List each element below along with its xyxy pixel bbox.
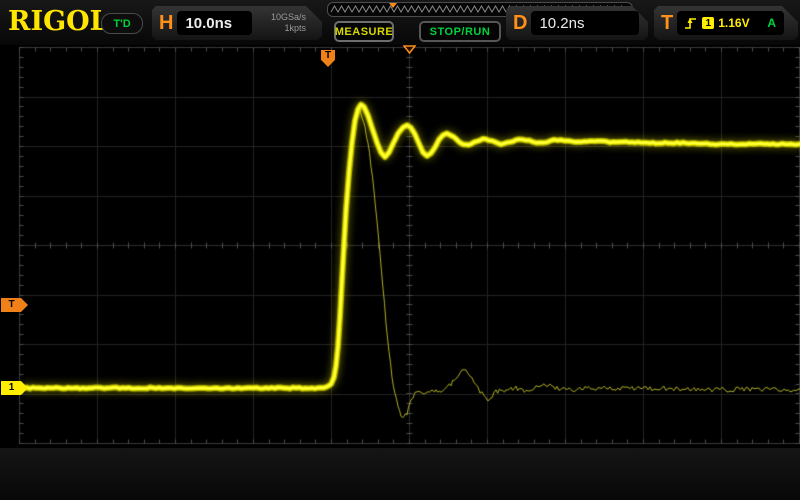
rigol-logo: RIGOL [8, 6, 109, 37]
bottom-bar: 1 679mV -1.93V 2 100mV 0.00V 3 [0, 448, 800, 500]
timebase-value[interactable]: 10.0ns [177, 11, 252, 35]
rising-edge-icon [683, 15, 698, 31]
trigger-level-value: 1.16V [718, 16, 750, 30]
ribbon-position-marker[interactable] [389, 3, 397, 8]
t-label: T [661, 11, 674, 34]
trigger-sweep-mode: A [767, 16, 776, 30]
trigger-source-badge: 1 [702, 17, 714, 29]
horizontal-reference-marker[interactable] [403, 45, 416, 54]
channel1-offset-marker[interactable]: 1 [1, 381, 28, 395]
delay-block[interactable]: D 10.2ns [506, 6, 648, 40]
trigger-level-marker[interactable]: T [1, 298, 28, 312]
trigger-status-badge: T'D [101, 13, 143, 34]
h-label: H [159, 11, 174, 34]
scope-display[interactable] [0, 45, 800, 448]
trigger-settings-box[interactable]: 1 1.16V A [677, 11, 784, 35]
d-label: D [513, 11, 528, 34]
delay-value[interactable]: 10.2ns [531, 11, 639, 35]
acquisition-info: 10GSa/s 1kpts [257, 12, 322, 34]
trigger-position-marker[interactable]: T [321, 50, 335, 67]
top-bar: RIGOL T'D H 10.0ns 10GSa/s 1kpts MEASURE… [0, 0, 800, 45]
memory-depth: 1kpts [284, 23, 306, 33]
trigger-menu-block[interactable]: T 1 1.16V A [654, 6, 798, 40]
sample-rate: 10GSa/s [270, 12, 306, 22]
stop-run-button[interactable]: STOP/RUN [419, 21, 501, 42]
horizontal-menu-block[interactable]: H 10.0ns 10GSa/s 1kpts [152, 6, 322, 40]
measure-button[interactable]: MEASURE [334, 21, 394, 42]
